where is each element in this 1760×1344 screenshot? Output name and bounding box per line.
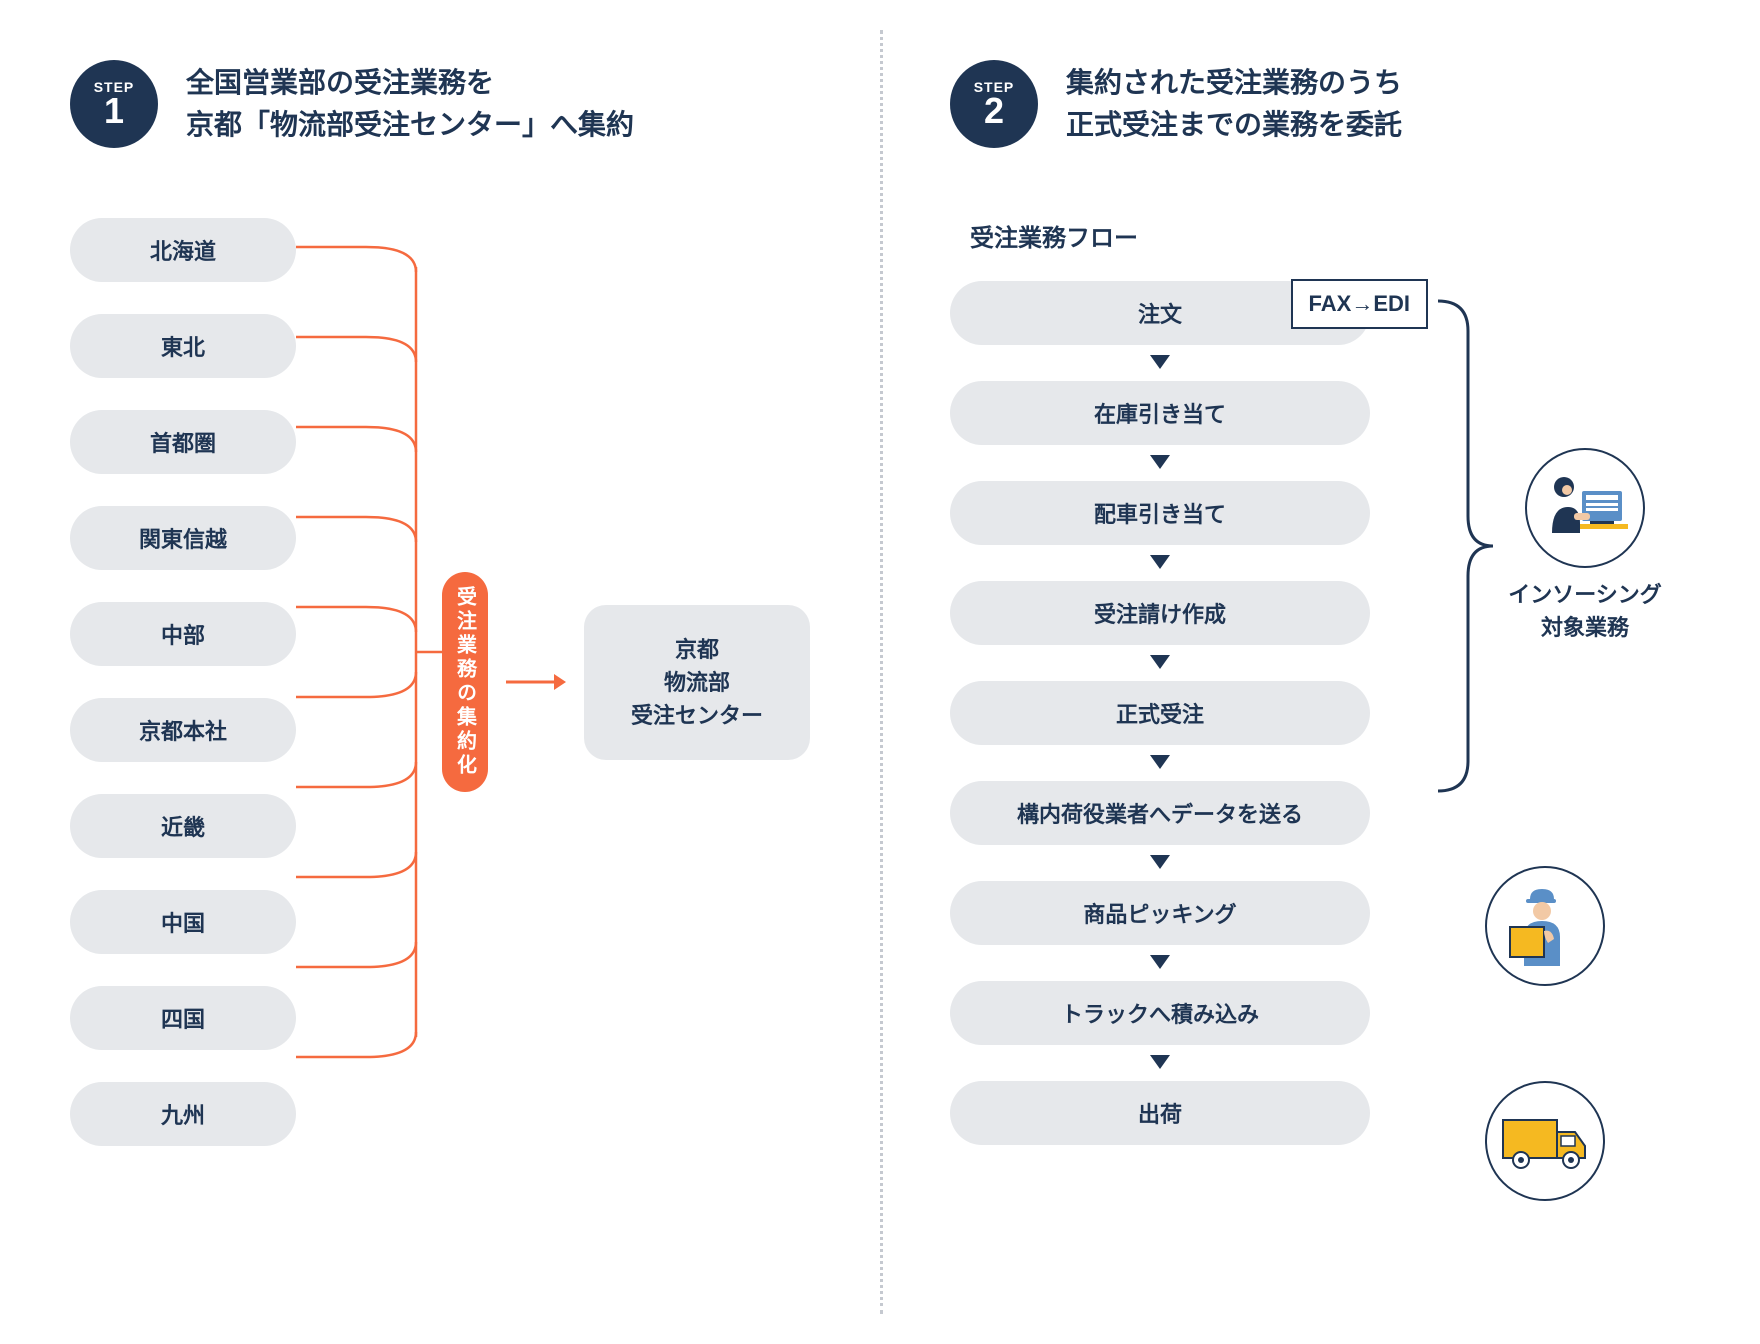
flow-arrow-icon bbox=[1150, 855, 1170, 871]
step2-title: 集約された受注業務のうち 正式受注までの業務を委託 bbox=[1066, 62, 1402, 146]
region-pill: 関東信越 bbox=[70, 506, 296, 570]
region-pill: 中部 bbox=[70, 602, 296, 666]
flow-header: 受注業務フロー bbox=[970, 218, 1690, 253]
merge-label-box: 受注業務の集約化 bbox=[442, 572, 488, 792]
region-pill: 四国 bbox=[70, 986, 296, 1050]
step2-badge-num: 2 bbox=[984, 93, 1004, 129]
region-pill: 東北 bbox=[70, 314, 296, 378]
bracket-icon bbox=[1428, 291, 1498, 801]
region-pill: 九州 bbox=[70, 1082, 296, 1146]
side-label: インソーシング 対象業務 bbox=[1508, 578, 1662, 644]
flow-list: 注文FAX→EDI 在庫引き当て配車引き当て受注請け作成正式受注構内荷役業者へデー… bbox=[950, 281, 1370, 1145]
step1-badge-num: 1 bbox=[104, 93, 124, 129]
flow-arrow-icon bbox=[1150, 455, 1170, 471]
step1-badge: STEP 1 bbox=[70, 60, 158, 148]
side-column: インソーシング 対象業務 bbox=[1370, 281, 1690, 1241]
flow-arrow-icon bbox=[1150, 355, 1170, 371]
flow-pill: 正式受注 bbox=[950, 681, 1370, 745]
flow-arrow-icon bbox=[1150, 1055, 1170, 1071]
flow-pill: 在庫引き当て bbox=[950, 381, 1370, 445]
step2-badge: STEP 2 bbox=[950, 60, 1038, 148]
region-pill: 京都本社 bbox=[70, 698, 296, 762]
region-pill: 中国 bbox=[70, 890, 296, 954]
operator-icon bbox=[1525, 448, 1645, 568]
callout-box: FAX→EDI bbox=[1291, 279, 1428, 329]
flow-pill: 注文FAX→EDI bbox=[950, 281, 1370, 345]
flow-arrow-icon bbox=[1150, 655, 1170, 671]
region-pill: 近畿 bbox=[70, 794, 296, 858]
region-pill: 首都圏 bbox=[70, 410, 296, 474]
truck-icon bbox=[1485, 1081, 1605, 1201]
worker-icon bbox=[1485, 866, 1605, 986]
target-box: 京都 物流部 受注センター bbox=[584, 605, 810, 760]
step2-panel: STEP 2 集約された受注業務のうち 正式受注までの業務を委託 受注業務フロー… bbox=[880, 0, 1760, 1344]
region-list: 北海道東北首都圏関東信越中部京都本社近畿中国四国九州 bbox=[70, 218, 296, 1146]
flow-pill: 配車引き当て bbox=[950, 481, 1370, 545]
flow-pill: 構内荷役業者へデータを送る bbox=[950, 781, 1370, 845]
region-pill: 北海道 bbox=[70, 218, 296, 282]
merge-connectors bbox=[296, 218, 456, 1086]
flow-pill: 出荷 bbox=[950, 1081, 1370, 1145]
flow-arrow-icon bbox=[1150, 955, 1170, 971]
flow-arrow-icon bbox=[1150, 755, 1170, 771]
step1-panel: STEP 1 全国営業部の受注業務を 京都「物流部受注センター」へ集約 北海道東… bbox=[0, 0, 880, 1344]
flow-arrow-icon bbox=[1150, 555, 1170, 571]
step1-title: 全国営業部の受注業務を 京都「物流部受注センター」へ集約 bbox=[186, 62, 634, 146]
merge-label: 受注業務の集約化 bbox=[451, 586, 480, 778]
arrow-right-icon bbox=[506, 667, 566, 697]
flow-pill: トラックへ積み込み bbox=[950, 981, 1370, 1045]
flow-pill: 受注請け作成 bbox=[950, 581, 1370, 645]
flow-pill: 商品ピッキング bbox=[950, 881, 1370, 945]
